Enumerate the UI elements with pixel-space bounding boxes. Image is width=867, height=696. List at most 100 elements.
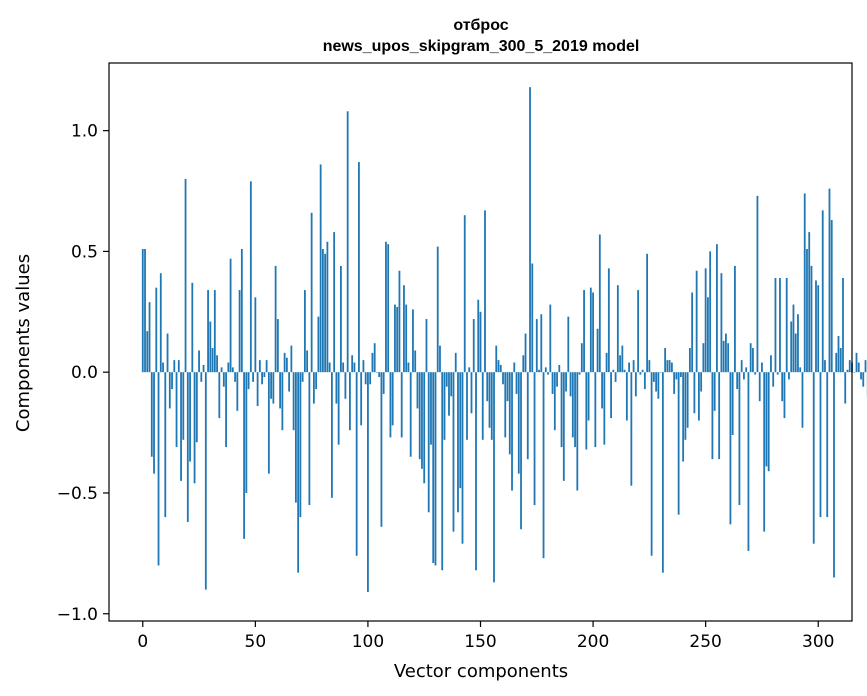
x-axis-ticks: 0 50 100 150 200 250 300 — [137, 621, 834, 652]
bar-component-242 — [686, 372, 689, 428]
bar-component-73 — [306, 350, 309, 373]
bar-component-122 — [416, 372, 419, 409]
bar-component-133 — [441, 372, 444, 571]
bar-component-154 — [488, 372, 491, 428]
bar-component-187 — [562, 372, 565, 481]
bar-component-191 — [571, 372, 574, 438]
bar-component-4 — [150, 372, 153, 457]
bar-component-240 — [682, 372, 685, 462]
bar-component-100 — [367, 372, 369, 593]
bar-component-18 — [182, 372, 185, 440]
bar-component-282 — [776, 372, 779, 375]
bar-component-250 — [704, 268, 707, 373]
bar-component-301 — [819, 372, 822, 518]
bar-component-3 — [148, 302, 151, 373]
bar-component-291 — [797, 314, 799, 373]
bar-component-310 — [839, 348, 842, 373]
y-axis-ticks: −1.0 −0.5 0.0 0.5 1.0 — [57, 122, 109, 625]
bar-component-185 — [558, 364, 561, 373]
bar-component-170 — [524, 333, 527, 373]
bar-component-201 — [594, 372, 597, 448]
y-tick-label: 0.5 — [71, 242, 98, 262]
bar-component-139 — [454, 352, 457, 373]
bar-component-252 — [709, 251, 712, 373]
bar-component-312 — [844, 372, 847, 404]
bar-component-270 — [749, 343, 752, 373]
bar-component-24 — [195, 372, 198, 443]
bar-component-257 — [720, 273, 723, 373]
bar-component-278 — [767, 372, 770, 472]
bar-component-311 — [842, 277, 844, 373]
bar-component-290 — [794, 333, 797, 373]
bar-component-274 — [758, 372, 761, 402]
bar-component-95 — [355, 372, 358, 556]
bar-component-174 — [533, 372, 536, 506]
bar-component-178 — [542, 372, 545, 559]
bar-component-161 — [504, 372, 507, 438]
bar-component-199 — [589, 287, 592, 373]
bar-component-260 — [727, 343, 730, 373]
bar-component-0 — [141, 249, 144, 373]
bar-component-279 — [770, 355, 772, 373]
bar-component-114 — [398, 270, 401, 373]
bar-component-197 — [585, 372, 588, 450]
bar-component-205 — [603, 372, 606, 445]
bar-component-267 — [743, 372, 745, 380]
bar-component-49 — [252, 372, 254, 382]
chart-title: отброс — [453, 17, 508, 34]
bar-component-176 — [538, 369, 540, 373]
bar-component-306 — [830, 220, 833, 373]
x-tick-label: 0 — [137, 632, 148, 652]
bar-component-288 — [790, 321, 793, 373]
bar-component-146 — [470, 372, 473, 414]
bar-component-61 — [279, 372, 282, 409]
bar-component-313 — [846, 369, 849, 373]
bar-component-293 — [801, 372, 804, 428]
bar-component-2 — [146, 331, 149, 373]
x-tick-label: 150 — [464, 632, 496, 652]
bar-component-71 — [301, 372, 304, 382]
bar-component-218 — [632, 360, 635, 373]
bar-component-57 — [270, 372, 273, 399]
bar-component-94 — [353, 362, 356, 373]
bar-component-265 — [738, 372, 741, 506]
bar-component-153 — [486, 372, 489, 402]
bar-component-261 — [729, 372, 732, 525]
bar-component-225 — [648, 360, 651, 373]
bar-component-216 — [628, 362, 630, 373]
bar-component-26 — [200, 372, 203, 382]
bar-component-111 — [391, 372, 394, 426]
y-axis-label: Components values — [13, 254, 34, 432]
y-tick-label: 0.0 — [71, 363, 98, 383]
bar-component-39 — [229, 258, 232, 373]
bar-component-173 — [531, 263, 534, 373]
bar-component-9 — [162, 362, 164, 373]
bar-component-134 — [443, 372, 446, 440]
bar-component-152 — [484, 210, 486, 373]
bar-component-35 — [220, 367, 223, 373]
bar-component-5 — [153, 372, 155, 474]
bar-component-83 — [328, 362, 331, 373]
bar-component-58 — [272, 372, 275, 404]
bar-component-52 — [258, 360, 261, 373]
bar-component-151 — [481, 372, 484, 440]
bar-component-229 — [657, 372, 660, 399]
bar-component-142 — [461, 372, 464, 544]
bar-component-294 — [803, 193, 806, 373]
bar-component-75 — [310, 212, 313, 373]
bar-component-224 — [646, 253, 649, 373]
bar-component-129 — [432, 372, 435, 564]
bar-component-169 — [522, 355, 525, 373]
bar-component-22 — [191, 282, 194, 373]
bar-component-258 — [722, 340, 725, 373]
bar-component-303 — [824, 360, 826, 373]
bar-component-33 — [216, 355, 218, 373]
bar-component-289 — [792, 304, 795, 373]
bar-component-165 — [513, 362, 516, 373]
bar-component-202 — [596, 328, 599, 373]
bar-component-21 — [189, 372, 191, 462]
bar-component-285 — [783, 372, 786, 419]
bar-component-241 — [684, 372, 687, 440]
bar-component-230 — [659, 372, 662, 373]
bar-component-128 — [430, 372, 432, 445]
